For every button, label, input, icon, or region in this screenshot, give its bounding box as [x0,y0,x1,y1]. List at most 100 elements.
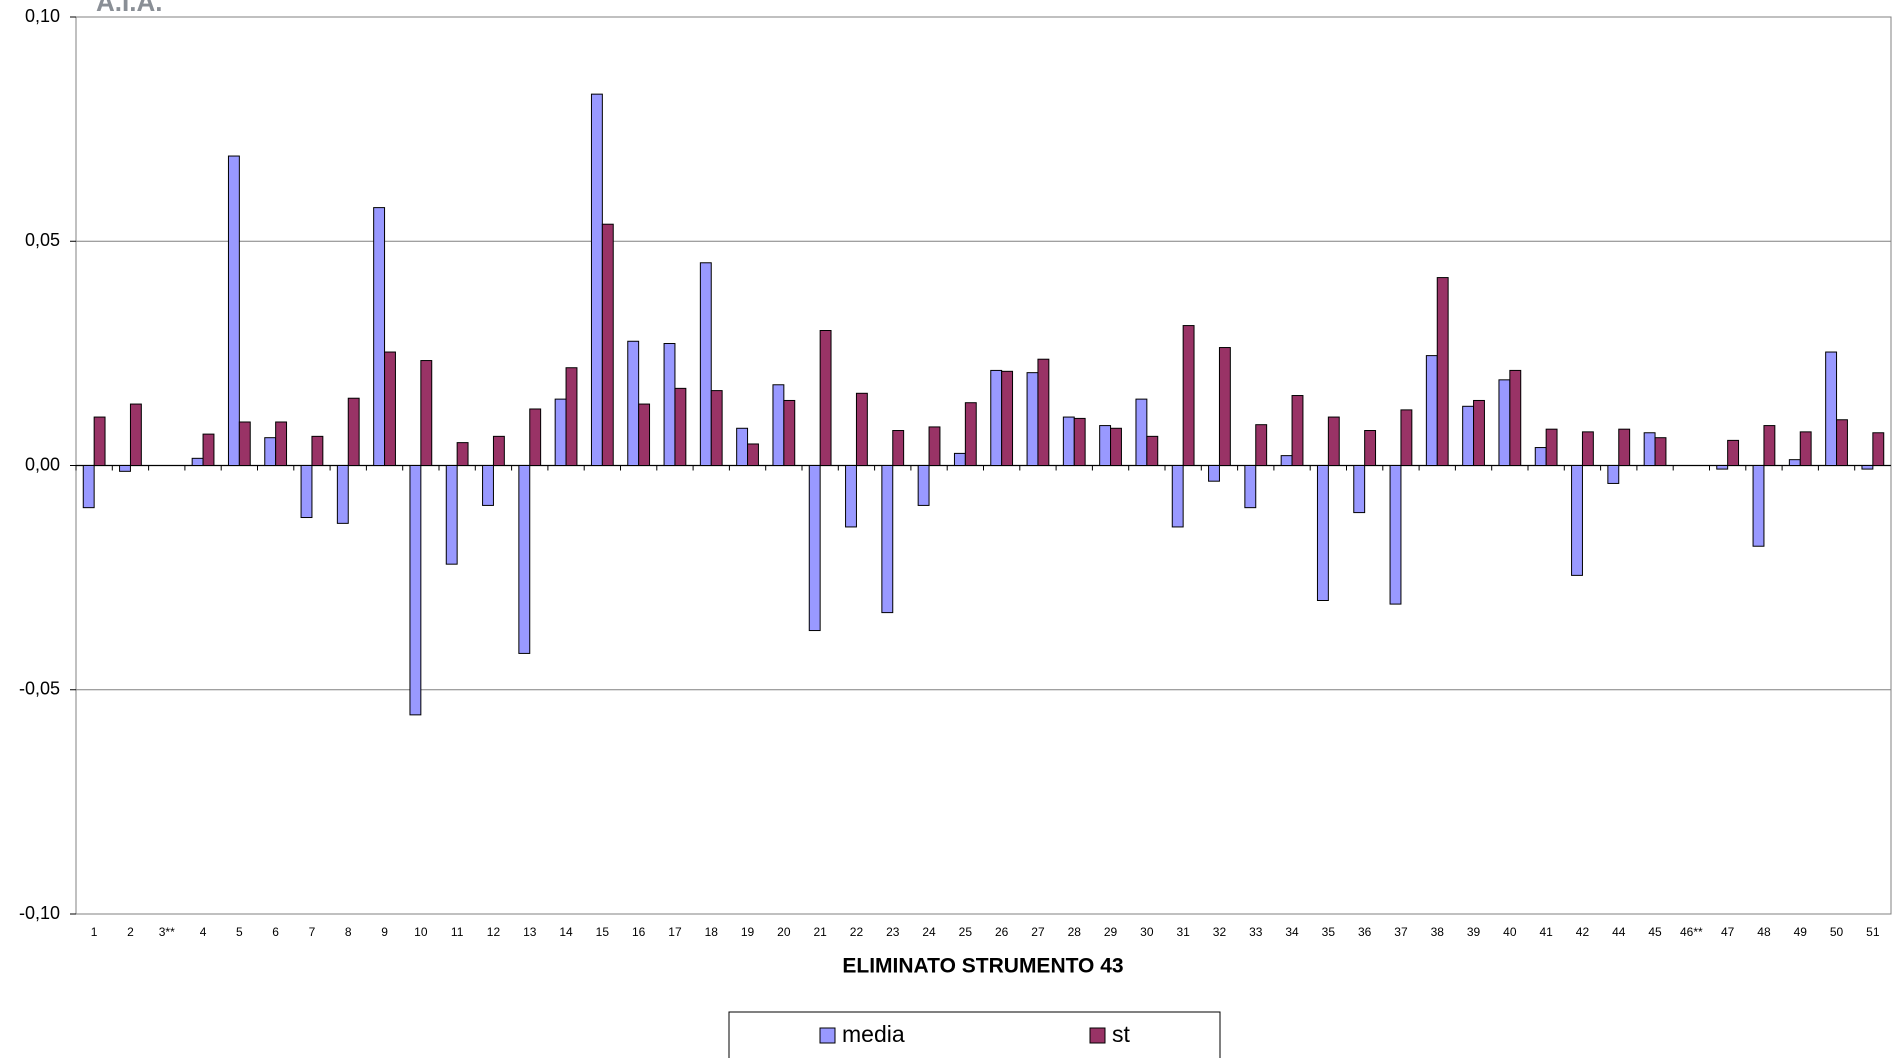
x-tick-label: 42 [1576,925,1590,939]
bar [1171,465,1184,528]
bar [928,426,941,466]
bar [1182,325,1195,466]
bar [1146,435,1159,467]
bar [1727,439,1740,467]
bar [93,416,106,467]
x-tick-label: 1 [91,925,98,939]
logo: A.I.A. [96,0,162,17]
bar [1825,351,1838,467]
bar [529,408,542,467]
y-tick-label: -0,05 [19,679,60,699]
bar [565,367,578,466]
x-tick-label: 6 [272,925,279,939]
bar [1037,358,1050,467]
bar [1498,379,1511,466]
x-tick-label: 3** [159,925,175,939]
bar [1654,437,1667,466]
bar [238,421,251,467]
x-tick-label: 25 [959,925,973,939]
x-tick-label: 34 [1285,925,1299,939]
bar [129,403,142,467]
bar [1716,465,1729,470]
bar [420,360,433,466]
x-tick-label: 15 [596,925,610,939]
bar [492,435,505,467]
bar [1062,416,1075,467]
bar [1327,416,1340,467]
x-tick-label: 23 [886,925,900,939]
y-tick-label: -0,10 [19,903,60,923]
bar [336,465,349,524]
bar [601,223,614,466]
legend-box [728,1011,1221,1058]
bar [1643,432,1656,466]
x-tick-label: 8 [345,925,352,939]
x-tick-label: 5 [236,925,243,939]
bar [227,155,240,466]
bar [990,369,1003,466]
bar [1545,428,1558,467]
bar [881,465,894,614]
bar [819,330,832,466]
bar [1436,277,1449,466]
x-tick-label: 30 [1140,925,1154,939]
x-tick-label: 31 [1176,925,1190,939]
bar [699,262,712,467]
bar [964,402,977,466]
x-tick-label: 27 [1031,925,1045,939]
bar [311,435,324,467]
bar [347,397,360,467]
bar [482,465,494,506]
bar [518,465,531,654]
x-tick-label: 7 [309,925,316,939]
y-tick-label: 0,10 [25,6,60,26]
bar [1607,465,1620,484]
x-tick-label: 16 [632,925,646,939]
bar [736,427,749,467]
bar [1364,430,1377,466]
x-tick-label: 39 [1467,925,1481,939]
x-tick-label: 12 [487,925,501,939]
bar [1400,409,1413,466]
x-tick-label: 17 [668,925,682,939]
legend-swatch [1089,1027,1106,1044]
x-tick-label: 37 [1394,925,1408,939]
bar [1255,424,1268,466]
bar [1861,465,1874,470]
bar [1208,465,1220,482]
legend-label: st [1112,1021,1131,1047]
bar [1763,425,1776,466]
x-tick-label: 28 [1068,925,1082,939]
x-tick-label: 50 [1830,925,1844,939]
bar [1534,447,1547,466]
bar [82,465,95,509]
bar [892,430,905,466]
bar [1836,419,1848,466]
x-tick-label: 18 [705,925,719,939]
bar [202,433,215,467]
bar [1073,417,1086,466]
bar [1799,431,1812,466]
bar [674,387,687,466]
bar [1509,369,1522,466]
bar [747,443,759,466]
y-tick-label: 0,00 [25,454,60,474]
x-tick-label: 2 [127,925,134,939]
bar [590,93,603,466]
bar [554,398,567,467]
x-tick-label: 44 [1612,925,1626,939]
bar [1218,347,1231,466]
x-tick-label: 13 [523,925,537,939]
x-tick-label: 46** [1680,925,1703,939]
bar [300,465,313,519]
bar [409,465,422,716]
bar [1280,455,1293,466]
bar [1110,427,1122,467]
x-tick-label: 41 [1539,925,1553,939]
bar [845,465,857,528]
bar [1788,459,1801,466]
bar [1244,465,1257,509]
x-tick-label: 9 [381,925,388,939]
